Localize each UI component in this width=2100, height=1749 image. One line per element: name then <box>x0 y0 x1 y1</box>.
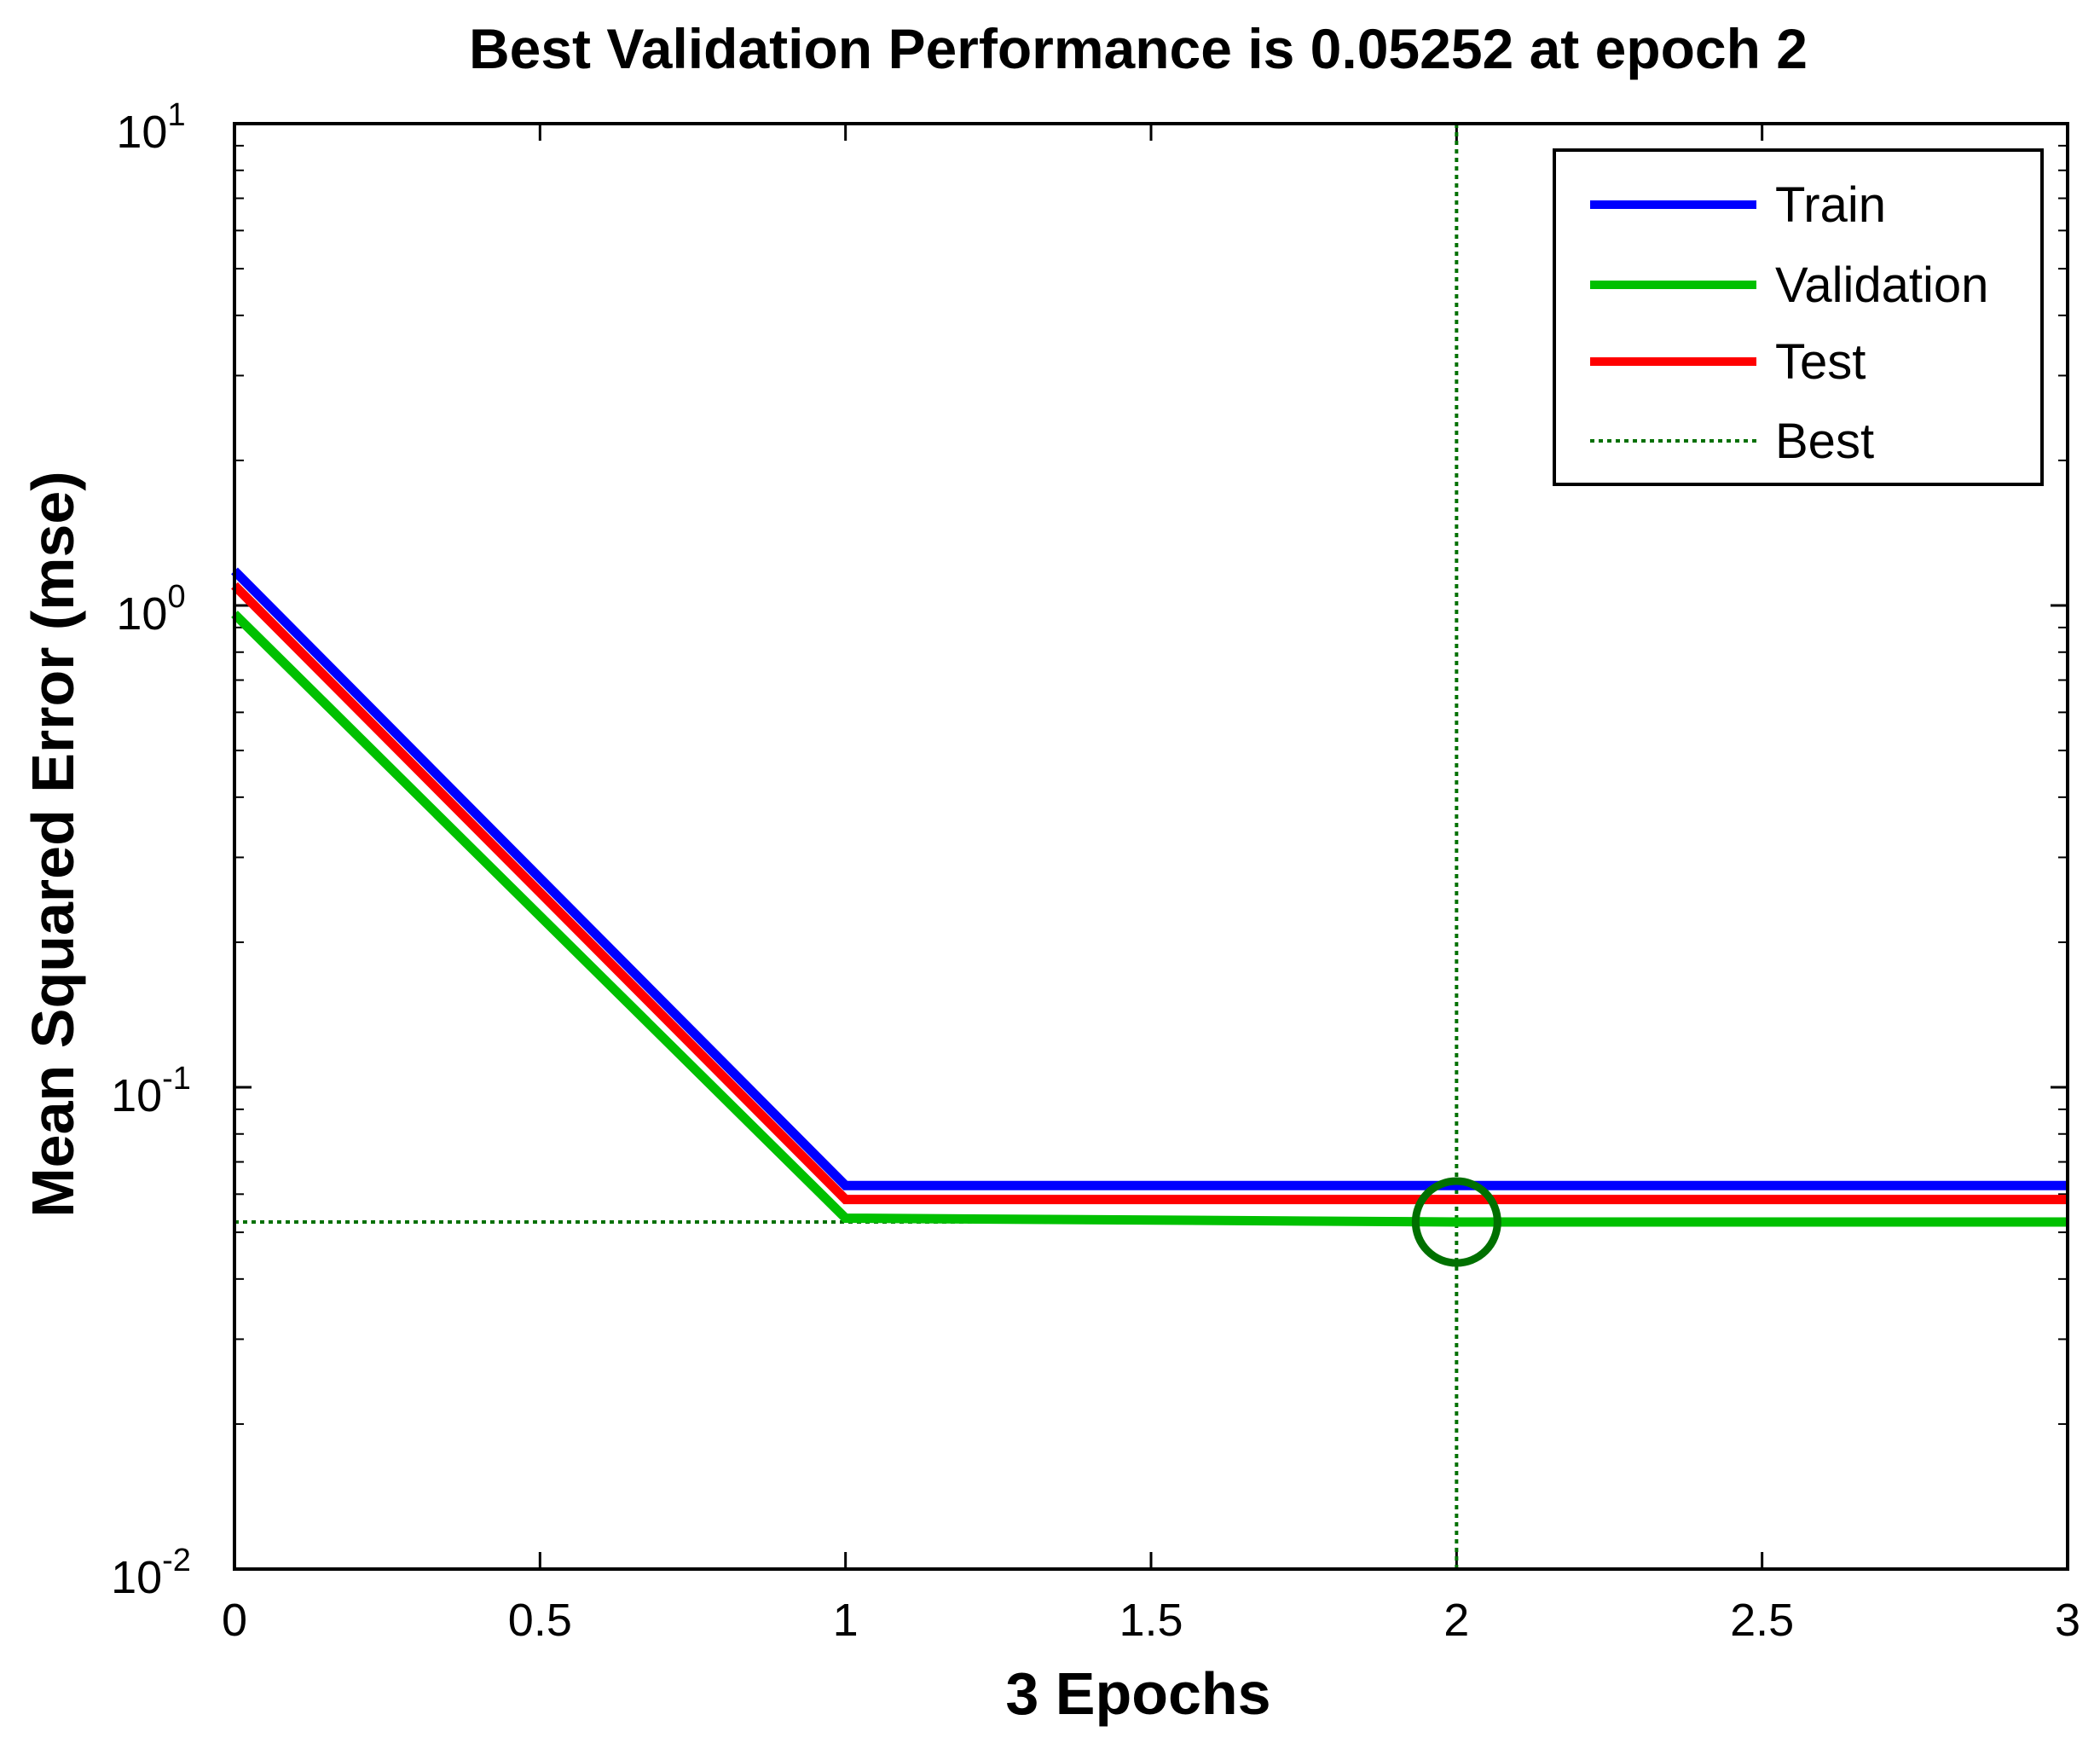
axes-ticks: 0 0.5 1 1.5 2 2.5 3 10-2 10-1 100 101 <box>111 97 2080 1646</box>
legend-label-best: Best <box>1775 414 1874 469</box>
y-tick-label: 101 <box>116 97 185 158</box>
y-axis-label: Mean Squared Error (mse) <box>20 471 86 1217</box>
x-tick-label: 3 <box>2055 1595 2080 1646</box>
legend-label-train: Train <box>1775 177 1886 233</box>
legend: Train Validation Test Best <box>1553 148 2044 486</box>
series-line-test <box>231 582 2068 1205</box>
y-tick-label: 10-1 <box>111 1061 191 1121</box>
plot-area <box>231 124 2068 1569</box>
series-line-train <box>231 567 2068 1190</box>
x-axis-label: 3 Epochs <box>1005 1660 1270 1727</box>
legend-label-validation: Validation <box>1775 258 1988 313</box>
x-tick-label: 1.5 <box>1119 1595 1183 1646</box>
series-line-validation <box>231 611 2068 1227</box>
y-tick-label: 10-2 <box>111 1543 191 1603</box>
chart-title: Best Validation Performance is 0.05252 a… <box>469 17 1808 80</box>
x-tick-label: 0.5 <box>508 1595 572 1646</box>
x-tick-label: 1 <box>833 1595 859 1646</box>
x-tick-label: 0 <box>222 1595 247 1646</box>
legend-label-test: Test <box>1775 334 1866 390</box>
y-tick-label: 100 <box>116 579 185 640</box>
x-tick-label: 2.5 <box>1730 1595 1794 1646</box>
x-tick-label: 2 <box>1443 1595 1469 1646</box>
best-point-marker <box>1411 1177 1501 1267</box>
axes-frame <box>233 122 2069 1571</box>
